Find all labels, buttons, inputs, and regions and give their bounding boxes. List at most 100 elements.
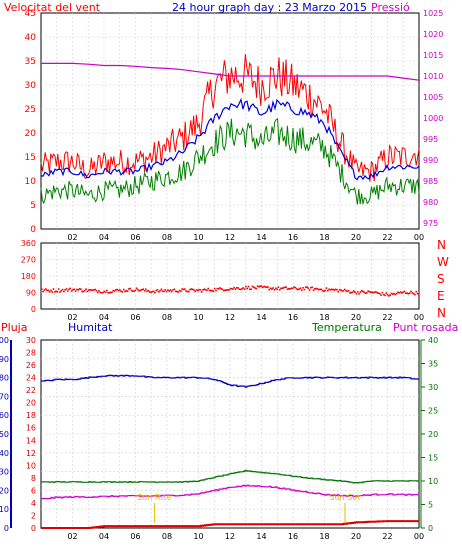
rain-axis-tick: 8: [31, 474, 36, 483]
direction-point: [268, 288, 271, 291]
direction-point: [285, 286, 287, 289]
direction-point: [125, 290, 128, 292]
direction-point: [121, 291, 124, 293]
direction-point: [112, 289, 115, 292]
pressure-axis-tick: 1010: [423, 72, 443, 81]
direction-point: [130, 289, 133, 292]
direction-point: [96, 291, 99, 294]
direction-point: [126, 290, 129, 293]
direction-point: [246, 287, 248, 290]
direction-point: [249, 288, 251, 291]
direction-point: [172, 289, 174, 291]
direction-point: [381, 291, 384, 294]
rain-axis-tick: 18: [26, 411, 36, 420]
direction-point: [351, 291, 354, 293]
pressure-axis-tick: 975: [423, 219, 438, 228]
humidity-axis-tick: 0: [4, 524, 9, 533]
humidity-label: Humitat: [68, 321, 113, 334]
direction-point: [47, 289, 50, 292]
direction-point: [207, 287, 209, 290]
direction-point: [410, 290, 412, 293]
direction-point: [119, 289, 121, 291]
direction-point: [364, 292, 367, 294]
direction-point: [415, 290, 417, 293]
direction-point: [252, 286, 255, 288]
temperature-label: Temperatura: [311, 321, 382, 334]
direction-point: [359, 291, 362, 293]
direction-point: [64, 288, 66, 291]
temperature-axis-tick: 25: [428, 407, 438, 416]
direction-point: [99, 291, 102, 294]
direction-point: [272, 287, 274, 289]
direction-point: [362, 290, 364, 292]
rain-series: [41, 520, 419, 529]
direction-point: [111, 291, 113, 294]
direction-point: [104, 291, 107, 294]
direction-point: [264, 286, 267, 288]
direction-point: [65, 288, 68, 290]
direction-point: [189, 288, 191, 291]
direction-point: [390, 292, 393, 295]
compass-label: S: [437, 272, 445, 286]
direction-point: [44, 288, 47, 290]
direction-point: [418, 293, 420, 296]
direction-point: [225, 289, 228, 291]
direction-point: [41, 288, 43, 290]
direction-point: [132, 290, 134, 292]
x-tick-label: 06: [130, 233, 140, 242]
direction-point: [63, 290, 65, 293]
direction-point: [259, 285, 261, 287]
rain-axis-tick: 16: [26, 424, 36, 433]
direction-point: [190, 288, 193, 290]
direction-point: [51, 291, 53, 293]
direction-point: [280, 287, 282, 290]
direction-point: [191, 288, 194, 291]
direction-point: [297, 288, 299, 291]
direction-point: [256, 285, 259, 287]
direction-point: [228, 289, 230, 291]
direction-point: [239, 288, 242, 291]
compass-label: N: [437, 238, 446, 252]
x-tick-label: 20: [351, 313, 361, 322]
temperature-axis-tick: 15: [428, 454, 438, 463]
direction-point: [165, 290, 168, 293]
direction-point: [90, 289, 92, 291]
x-tick-label: 18: [319, 313, 329, 322]
sunrise-label: Sun Rise: [137, 493, 172, 502]
direction-axis-tick: 270: [21, 256, 36, 265]
direction-point: [377, 292, 380, 294]
direction-point: [258, 286, 260, 288]
direction-point: [333, 289, 336, 291]
direction-point: [109, 291, 112, 294]
x-tick-label: 06: [130, 313, 140, 322]
wind-speed-series: [40, 118, 420, 205]
direction-point: [81, 290, 83, 293]
direction-point: [212, 290, 215, 292]
wind-axis-tick: 10: [25, 177, 37, 187]
direction-point: [194, 290, 196, 293]
direction-point: [91, 289, 94, 291]
direction-point: [108, 291, 111, 294]
direction-point: [106, 289, 108, 292]
direction-point: [199, 289, 202, 291]
direction-point: [291, 287, 294, 290]
direction-point: [293, 286, 295, 288]
direction-point: [164, 289, 167, 291]
direction-point: [328, 288, 330, 291]
direction-point: [82, 290, 85, 293]
direction-point: [117, 289, 120, 292]
dewpoint-label: Punt rosada: [393, 321, 458, 334]
wind-axis-tick: 35: [25, 57, 36, 67]
direction-point: [137, 289, 139, 291]
humidity-axis-tick: 100: [0, 336, 9, 345]
direction-point: [342, 290, 345, 292]
direction-point: [216, 287, 219, 290]
direction-point: [315, 287, 317, 290]
direction-point: [219, 287, 221, 289]
direction-point: [134, 289, 137, 292]
x-tick-label: 06: [130, 532, 140, 541]
pressure-axis-tick: 1000: [423, 114, 443, 123]
direction-point: [337, 290, 339, 293]
humidity-axis-tick: 20: [0, 486, 9, 495]
direction-point: [230, 288, 233, 290]
